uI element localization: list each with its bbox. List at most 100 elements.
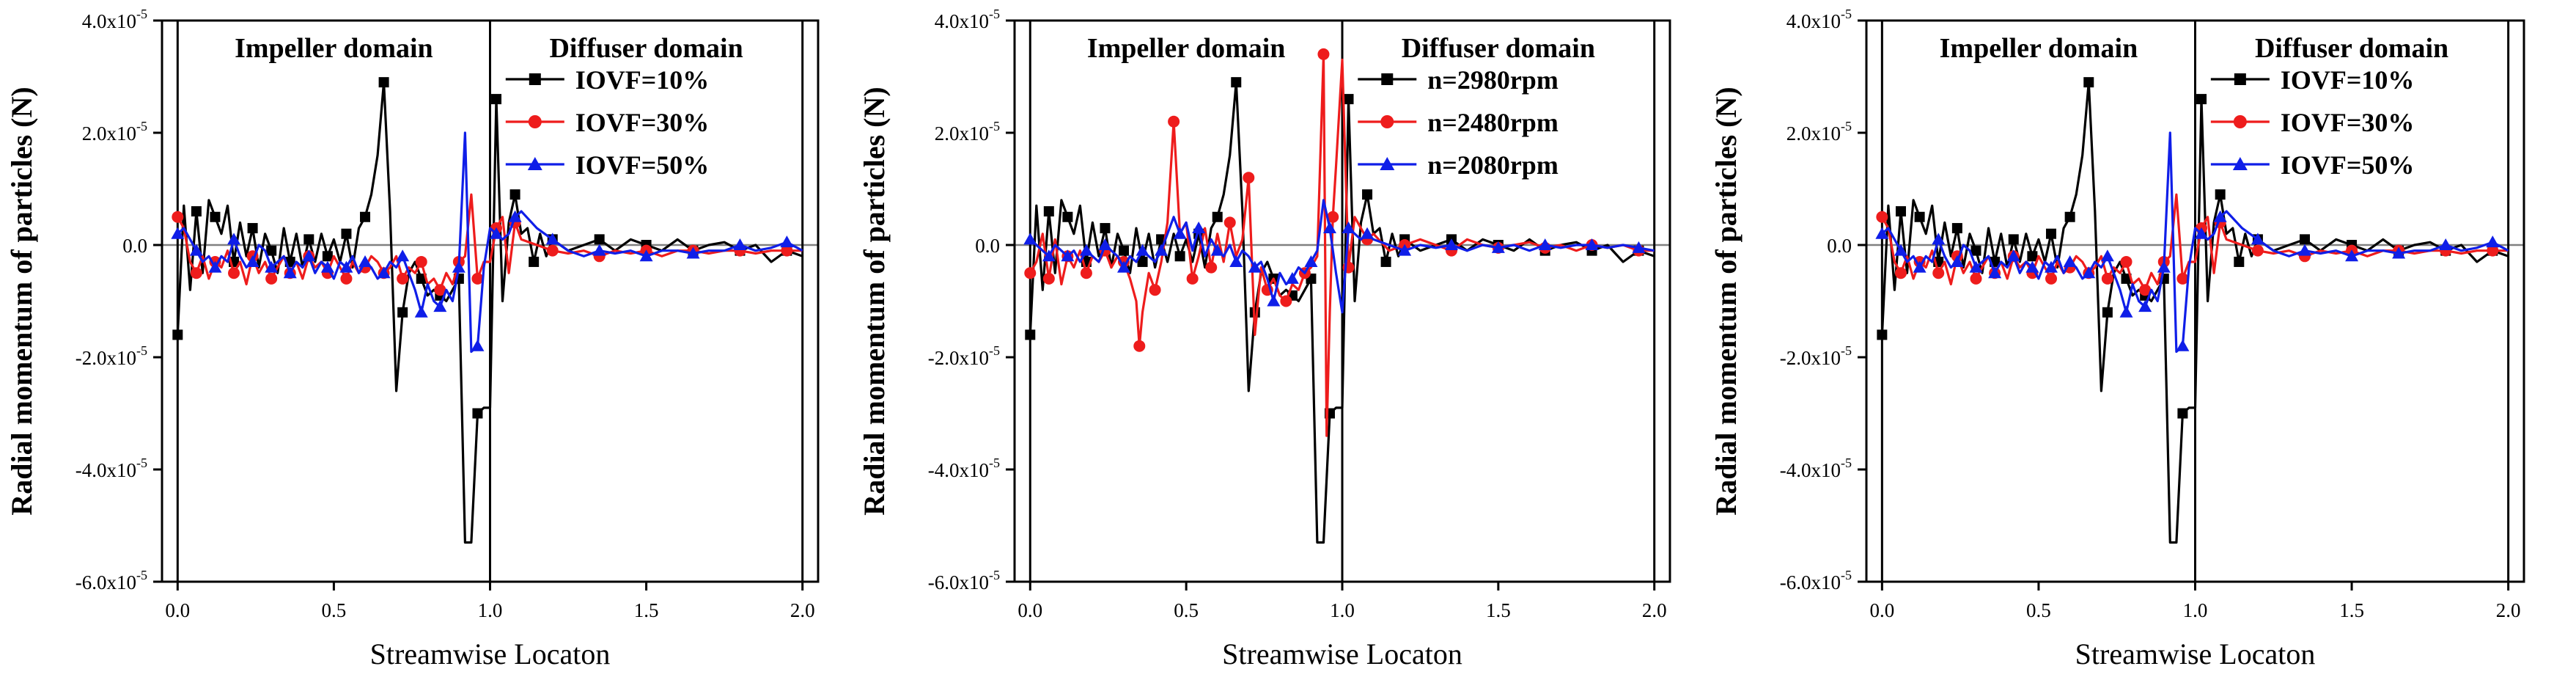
legend-marker-1 [528,115,542,128]
data-point [2215,189,2226,200]
data-point [2300,234,2310,245]
legend-label-2: IOVF=50% [575,150,710,180]
y-tick-label: -4.0x10-5 [76,456,147,481]
data-point [208,260,222,273]
data-point [2486,235,2500,248]
series-0 [1025,77,1655,544]
data-point [265,260,279,273]
y-tick-exponent: -5 [989,456,1000,470]
y-tick-label: 0.0 [1827,235,1852,257]
data-point [1155,244,1169,256]
data-point [1585,238,1599,250]
data-point [378,77,389,88]
data-point [1098,238,1112,250]
data-point [320,260,334,273]
legend-label-1: IOVF=30% [2281,108,2415,137]
x-tick-label: 0.0 [1017,599,1042,621]
y-tick-mantissa: 0.0 [1827,235,1852,257]
data-point [1632,241,1646,253]
x-tick-label: 0.5 [2026,599,2051,621]
data-point [1080,267,1092,279]
data-point [1248,260,1262,273]
data-point [172,329,183,340]
y-tick-exponent: -5 [1841,119,1852,134]
legend: IOVF=10% IOVF=30% IOVF=50% [2210,65,2415,180]
data-point [2298,244,2311,256]
y-tick-exponent: -5 [989,7,1000,21]
data-point [1342,222,1355,234]
data-point [1317,48,1330,60]
data-point [2345,249,2359,262]
data-point [491,94,502,105]
data-point [1231,77,1242,88]
data-point [397,307,408,318]
data-point [266,245,277,256]
data-point [733,238,747,250]
data-point [228,267,240,279]
data-point [2487,244,2499,257]
y-tick-exponent: -5 [136,7,147,21]
data-point [1024,267,1037,279]
data-point [415,255,427,268]
data-point [1136,244,1149,256]
y-tick-mantissa: 0.0 [975,235,1000,257]
series-2 [1023,199,1655,314]
data-point [1280,295,1292,307]
data-point [283,266,297,279]
data-point [1043,206,1054,217]
data-point [341,228,352,239]
y-tick-mantissa: -4.0x10 [76,459,136,481]
data-point [339,260,353,273]
y-axis-title: Radial momentum of particles (N) [1710,87,1743,515]
data-point [414,305,428,318]
y-tick-exponent: -5 [1841,456,1852,470]
legend: n=2980rpm n=2480rpm n=2080rpm [1358,65,1559,180]
data-point [397,272,409,285]
region-label-diffuser: Diffuser domain [1402,33,1595,64]
legend-marker-1 [1380,115,1394,128]
y-axis-title: Radial momentum of particles (N) [5,87,38,515]
legend-marker-2 [527,157,542,170]
data-point [2139,284,2152,296]
chart-panel-right: Impeller domain Diffuser domain 0.0 0.5 1.0 1… [1710,7,2525,670]
y-tick-mantissa: 2.0x10 [935,123,989,145]
x-tick-label: 2.0 [790,599,815,621]
data-point [1168,115,1180,128]
data-point [1875,227,1889,239]
x-tick-label: 1.5 [1486,599,1511,621]
data-point [1079,244,1093,256]
y-tick-mantissa: -6.0x10 [928,571,989,593]
data-point [340,272,353,285]
data-point [210,211,221,222]
data-point [1223,216,1236,229]
y-tick-mantissa: 4.0x10 [935,10,989,32]
data-point [1174,251,1185,262]
data-point [2025,260,2039,273]
region-label-diffuser: Diffuser domain [2255,33,2448,64]
data-point [433,300,447,312]
x-tick-label: 1.0 [478,599,503,621]
data-point [1210,244,1224,256]
data-point [2234,256,2245,267]
data-point [2082,266,2096,279]
data-point [247,223,258,234]
y-axis-title: Radial momentum of particles (N) [858,87,891,515]
y-tick-label: 2.0x10-5 [82,119,147,145]
data-point [303,234,314,245]
y-tick-mantissa: -6.0x10 [1780,571,1841,593]
y-tick-mantissa: -2.0x10 [76,347,136,369]
legend-marker-0 [1381,73,1394,85]
y-tick-label: -4.0x10-5 [1780,456,1852,481]
y-tick-label: -6.0x10-5 [928,568,1000,593]
data-point [190,267,202,279]
data-point [1970,272,1982,285]
data-point [2138,300,2152,312]
legend-label-2: IOVF=50% [2281,150,2415,180]
data-point [416,273,427,284]
data-point [2392,246,2406,259]
y-tick-mantissa: -4.0x10 [1780,459,1841,481]
y-tick-mantissa: -4.0x10 [928,459,989,481]
data-point [780,235,794,248]
series-2 [1875,131,2509,353]
